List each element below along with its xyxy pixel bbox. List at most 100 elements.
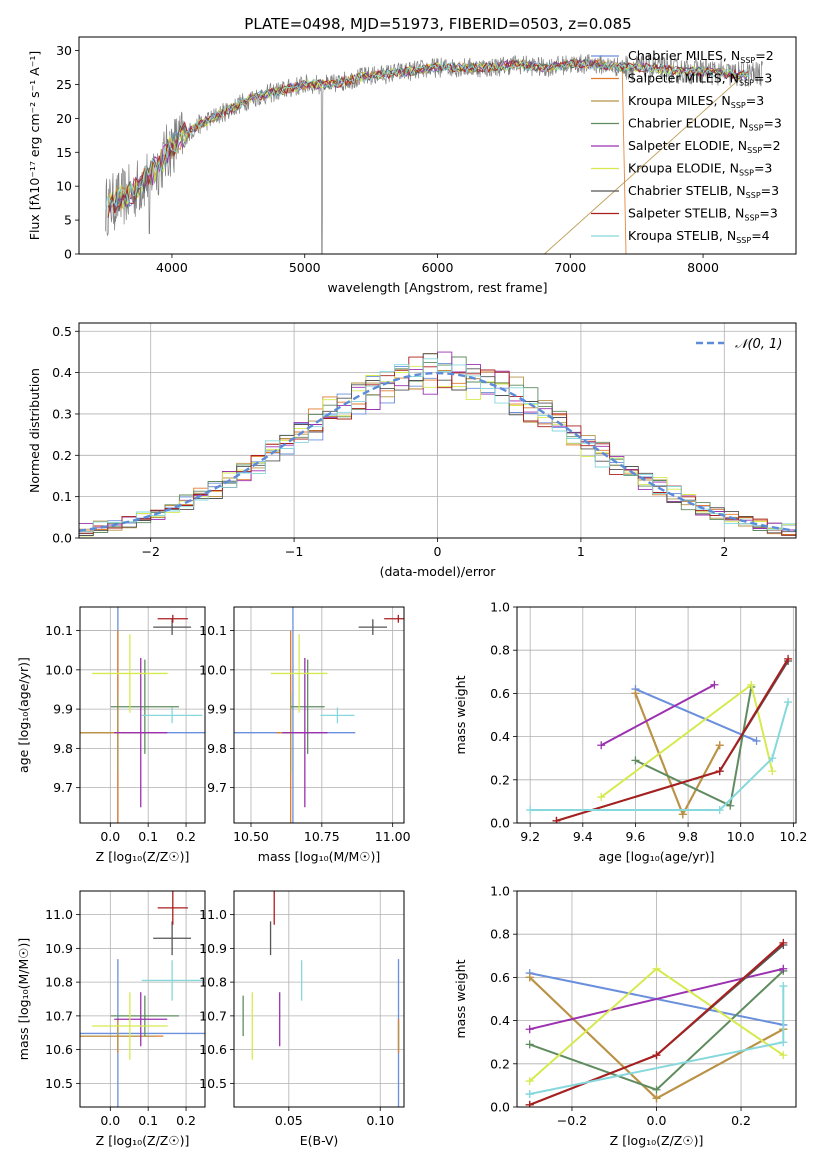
axes-frame (78, 322, 797, 539)
y-axis-label: mass [log₁₀(M/M☉)] (16, 938, 31, 1060)
x-tick-label: 9.2 (520, 829, 540, 844)
x-tick-label: −2 (141, 544, 159, 559)
x-tick-label: 0.1 (138, 829, 158, 844)
mass-weight-line (529, 967, 784, 1031)
x-tick-label: 0.2 (176, 1113, 196, 1128)
legend-model-name: Chabrier MILES, N (628, 48, 740, 63)
legend-subscript: SSP (736, 236, 751, 245)
plus-marker (715, 806, 724, 815)
axes-frame (516, 890, 797, 1108)
x-tick-label: 0.10 (366, 1113, 394, 1128)
y-axis-label: Normed distribution (27, 368, 42, 493)
y-axis-label: Flux [fλ10⁻¹⁷ erg cm⁻² s⁻¹ A⁻¹] (27, 51, 42, 240)
plus-marker (747, 680, 756, 689)
plus-marker (652, 1094, 661, 1103)
mass-weight-line (634, 693, 721, 817)
y-tick-label: 1.0 (490, 600, 510, 615)
spectrum-panel: 4000 5000 6000 7000 8000 0 5 10 15 20 25 30 waveleng… (27, 36, 797, 295)
mass-weight-line (634, 693, 721, 817)
legend-model-name: Salpeter MILES, N (628, 71, 739, 86)
x-tick-label: 10.50 (233, 829, 269, 844)
x-tick-label: 0.2 (176, 829, 196, 844)
age-vs-metallicity-panel: 0.0 0.1 0.2 9.7 9.8 9.9 10.0 10.1 Z [log₁₀(Z/Z☉)… (16, 606, 206, 864)
plus-marker (768, 767, 777, 776)
x-axis-label: Z [log₁₀(Z/Z☉)] (96, 849, 190, 864)
x-tick-label: 11.00 (375, 829, 411, 844)
y-tick-label: 0.2 (490, 772, 510, 787)
plus-marker (726, 801, 735, 810)
plus-marker (597, 793, 606, 802)
legend-label: 𝒩(0, 1) (735, 337, 782, 352)
legend-model-name: Salpeter STELIB, N (628, 206, 744, 221)
plus-marker (715, 767, 724, 776)
x-tick-label: 0.1 (138, 1113, 158, 1128)
axes-frame (79, 606, 206, 824)
x-tick-label: 0.05 (275, 1113, 303, 1128)
mass-weight-line (530, 701, 790, 811)
y-tick-label: 0 (64, 247, 72, 262)
x-tick-label: 9.6 (625, 829, 645, 844)
x-tick-label: 5000 (289, 260, 321, 275)
y-tick-label: 10.1 (199, 623, 227, 638)
axes-frame (78, 36, 797, 255)
y-tick-label: 10.7 (45, 1008, 73, 1023)
plus-marker (715, 741, 724, 750)
x-axis-label: (data-model)/error (380, 564, 497, 579)
x-tick-label: 0.2 (731, 1113, 751, 1128)
axes-frame (233, 606, 405, 824)
x-tick-label: 7000 (554, 260, 586, 275)
y-tick-label: 10.6 (199, 1042, 227, 1057)
legend-count: =4 (751, 228, 769, 243)
y-axis-label: age [log₁₀(age/yr)] (16, 657, 31, 773)
plus-marker (752, 736, 761, 745)
y-tick-label: 10.8 (45, 975, 73, 990)
plot-area (80, 891, 205, 1107)
y-tick-label: 30 (56, 43, 72, 58)
y-tick-label: 10.0 (199, 662, 227, 677)
y-tick-label: 0.5 (52, 324, 72, 339)
legend-subscript: SSP (731, 101, 746, 110)
plus-marker (779, 982, 788, 991)
plus-marker (525, 1077, 534, 1086)
plot-area (80, 607, 205, 823)
x-axis-label: Z [log₁₀(Z/Z☉)] (96, 1133, 190, 1148)
mass-weight-line (600, 683, 715, 747)
residual-histogram-panel: −2 −1 0 1 2 0.0 0.1 0.2 0.3 0.4 0.5 (data-model)/er… (27, 322, 797, 579)
x-tick-label: 0.0 (100, 829, 120, 844)
y-tick-label: 0.4 (490, 729, 510, 744)
y-tick-label: 10 (56, 179, 72, 194)
y-tick-label: 9.7 (53, 780, 73, 795)
plus-marker (552, 816, 561, 823)
y-tick-label: 0.2 (52, 448, 72, 463)
y-tick-label: 1.0 (490, 884, 510, 899)
plus-marker (526, 806, 535, 815)
legend-model-name: Kroupa STELIB, N (628, 228, 736, 243)
x-axis-label: age [log₁₀(age/yr)] (599, 849, 715, 864)
y-tick-label: 5 (64, 213, 72, 228)
plus-marker (779, 1051, 788, 1060)
x-tick-label: −1 (285, 544, 303, 559)
legend-label: Chabrier MILES, NSSP=2 (628, 48, 774, 65)
legend-label: Kroupa MILES, NSSP=3 (628, 93, 764, 110)
x-axis-label: wavelength [Angstrom, rest frame] (327, 280, 547, 295)
x-tick-label: 9.8 (678, 829, 698, 844)
y-tick-label: 0.6 (490, 970, 510, 985)
legend-count: =3 (759, 206, 777, 221)
y-tick-label: 10.8 (199, 975, 227, 990)
y-axis-label: mass weight (453, 959, 468, 1038)
x-tick-label: 6000 (422, 260, 454, 275)
x-tick-label: 0.0 (647, 1113, 667, 1128)
plus-marker (631, 689, 640, 698)
y-tick-label: 0.8 (490, 927, 510, 942)
x-tick-label: 1 (577, 544, 585, 559)
plot-area (525, 938, 788, 1107)
legend-subscript: SSP (748, 124, 763, 133)
plus-marker (631, 756, 640, 765)
model-spectrum (107, 58, 749, 254)
legend-count: =2 (762, 138, 780, 153)
legend-count: =3 (763, 116, 781, 131)
axes-frame (79, 890, 206, 1108)
model-spectrum (105, 60, 750, 210)
x-tick-label: 0 (434, 544, 442, 559)
y-tick-label: 10.6 (45, 1042, 73, 1057)
